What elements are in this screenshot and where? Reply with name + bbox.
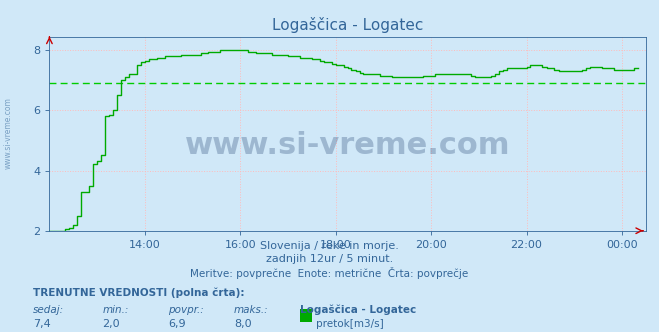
Text: zadnjih 12ur / 5 minut.: zadnjih 12ur / 5 minut.	[266, 254, 393, 264]
Text: Meritve: povprečne  Enote: metrične  Črta: povprečje: Meritve: povprečne Enote: metrične Črta:…	[190, 267, 469, 279]
Text: www.si-vreme.com: www.si-vreme.com	[4, 97, 13, 169]
Text: maks.:: maks.:	[234, 305, 269, 315]
Text: pretok[m3/s]: pretok[m3/s]	[316, 319, 384, 329]
Text: povpr.:: povpr.:	[168, 305, 204, 315]
Title: Logaščica - Logatec: Logaščica - Logatec	[272, 17, 423, 33]
Text: min.:: min.:	[102, 305, 129, 315]
Text: 2,0: 2,0	[102, 319, 120, 329]
Text: www.si-vreme.com: www.si-vreme.com	[185, 131, 510, 160]
Text: sedaj:: sedaj:	[33, 305, 64, 315]
Text: Logaščica - Logatec: Logaščica - Logatec	[300, 305, 416, 315]
Text: 7,4: 7,4	[33, 319, 51, 329]
Text: TRENUTNE VREDNOSTI (polna črta):: TRENUTNE VREDNOSTI (polna črta):	[33, 287, 244, 298]
Text: 8,0: 8,0	[234, 319, 252, 329]
Text: Slovenija / reke in morje.: Slovenija / reke in morje.	[260, 241, 399, 251]
Text: 6,9: 6,9	[168, 319, 186, 329]
